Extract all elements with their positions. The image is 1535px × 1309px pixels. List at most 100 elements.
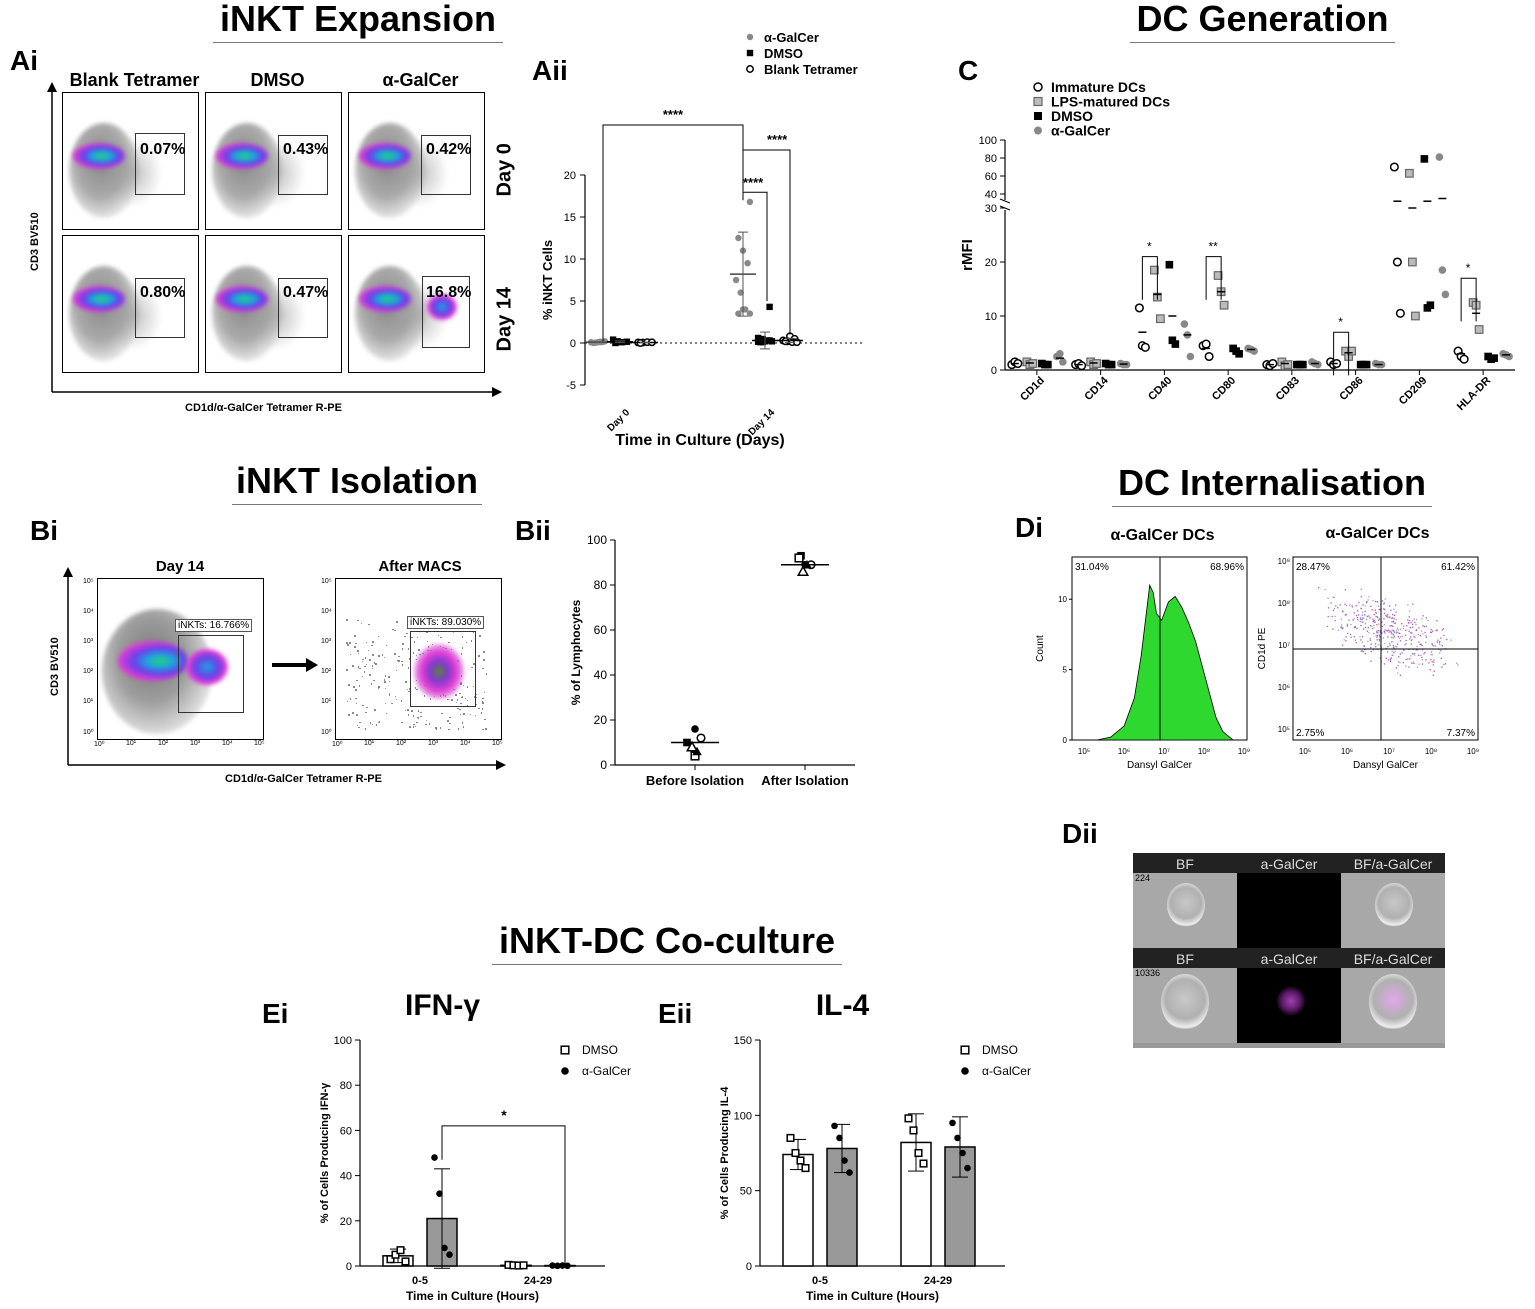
event-dot (374, 709, 376, 711)
data-point (781, 337, 790, 346)
event-dot (1383, 612, 1386, 615)
image-cell (1133, 873, 1237, 948)
ai-col-header: Blank Tetramer (69, 70, 200, 90)
event-dot (1409, 636, 1412, 638)
event-dot (485, 673, 488, 675)
data-point (841, 1157, 848, 1164)
y-tick-label: 10⁵ (1278, 725, 1290, 734)
event-dot (378, 655, 380, 657)
event-dot (1342, 627, 1344, 629)
event-dot (375, 724, 378, 726)
event-dot (356, 714, 358, 716)
image-cell (1133, 968, 1237, 1043)
legend-marker (960, 1045, 970, 1055)
event-dot (1390, 660, 1392, 663)
y-tick-label: 60 (594, 623, 608, 637)
event-dot (1412, 653, 1414, 655)
gate-percentage: 16.8% (426, 284, 472, 301)
event-dot (1353, 612, 1356, 614)
image-channel-header: a-GalCer (1237, 853, 1341, 873)
data-point (519, 1261, 528, 1270)
event-dot (1373, 621, 1376, 624)
event-dot (1436, 641, 1438, 643)
event-dot (1378, 638, 1381, 641)
y-tick-label: 10⁸ (1278, 599, 1290, 608)
event-dot (1360, 621, 1362, 623)
event-dot (1402, 627, 1405, 630)
event-dot (1355, 604, 1358, 607)
event-dot (1437, 639, 1439, 641)
x-tick-label: 10⁸ (1198, 747, 1210, 756)
event-dot (1362, 604, 1364, 606)
event-dot (1427, 620, 1429, 622)
event-dot (388, 692, 391, 695)
event-dot (440, 636, 442, 639)
event-dot (1440, 649, 1442, 652)
x-axis-title: Dansyl GalCer (1353, 760, 1419, 771)
dii-imaging: BF a-GalCer BF/a-GalCer 224 BF a-GalCer BF/a-G… (1133, 853, 1445, 1048)
event-dot (459, 708, 461, 711)
event-dot (1416, 628, 1418, 631)
event-dot (352, 665, 354, 667)
event-dot (384, 681, 386, 683)
event-dot (483, 691, 486, 694)
event-dot (1369, 617, 1371, 619)
data-point (1438, 266, 1447, 274)
event-dot (1450, 639, 1452, 641)
sig-label: ** (1208, 240, 1218, 254)
legend-marker (746, 65, 754, 73)
legend-marker (1034, 126, 1042, 135)
event-dot (1399, 636, 1402, 638)
legend-label: DMSO (764, 46, 803, 61)
event-dot (381, 654, 384, 656)
event-dot (1370, 605, 1372, 607)
section-title-dc-generation: DC Generation (1130, 0, 1395, 43)
panel-label-di: Di (1015, 512, 1043, 543)
event-dot (1375, 635, 1377, 637)
y-axis-title: % of Cells Producing IFN-γ (319, 1082, 331, 1223)
event-dot (1383, 630, 1385, 633)
event-dot (1421, 656, 1423, 659)
data-point (1505, 352, 1513, 361)
event-dot (415, 654, 418, 657)
event-dot (355, 697, 357, 700)
quad-pct: 61.42% (1441, 562, 1475, 573)
event-dot (1378, 618, 1381, 620)
event-dot (1363, 645, 1365, 647)
data-point (1283, 360, 1293, 369)
data-point (436, 1190, 443, 1197)
image-channel-header: a-GalCer (1237, 948, 1341, 968)
event-dot (371, 665, 374, 667)
event-dot (482, 728, 484, 731)
legend-marker (1033, 82, 1043, 92)
event-dot (1376, 634, 1379, 637)
eii-chart: 0 50 100 150 % of Cells Producing IL-4 Time i… (719, 989, 1031, 1303)
event-dot (417, 716, 419, 719)
event-dot (1404, 634, 1407, 636)
event-dot (1386, 651, 1389, 653)
x-tick-label: Before Isolation (646, 773, 744, 788)
event-dot (1398, 637, 1401, 639)
event-dot (1394, 650, 1396, 652)
event-dot (1439, 644, 1441, 646)
tick-label: 10³ (83, 638, 94, 645)
event-dot (1372, 649, 1374, 651)
event-dot (348, 714, 350, 716)
y-tick-label: 10⁷ (1278, 641, 1290, 650)
event-dot (377, 721, 380, 724)
data-point (1420, 155, 1429, 163)
event-dot (1384, 642, 1386, 645)
tick-label: 10² (396, 740, 407, 747)
event-dot (441, 712, 443, 715)
event-dot (1372, 618, 1374, 620)
x-tick-label: 0-5 (412, 1275, 428, 1287)
data-point (766, 303, 773, 311)
cell-population (359, 286, 411, 312)
event-dot (377, 635, 380, 638)
bi-xlabel: CD1d/α-GalCer Tetramer R-PE (225, 773, 382, 785)
event-dot (1343, 639, 1345, 641)
data-point (904, 1114, 913, 1123)
event-dot (1402, 662, 1404, 664)
sig-bracket (441, 1125, 566, 1264)
event-dot (1364, 605, 1366, 607)
